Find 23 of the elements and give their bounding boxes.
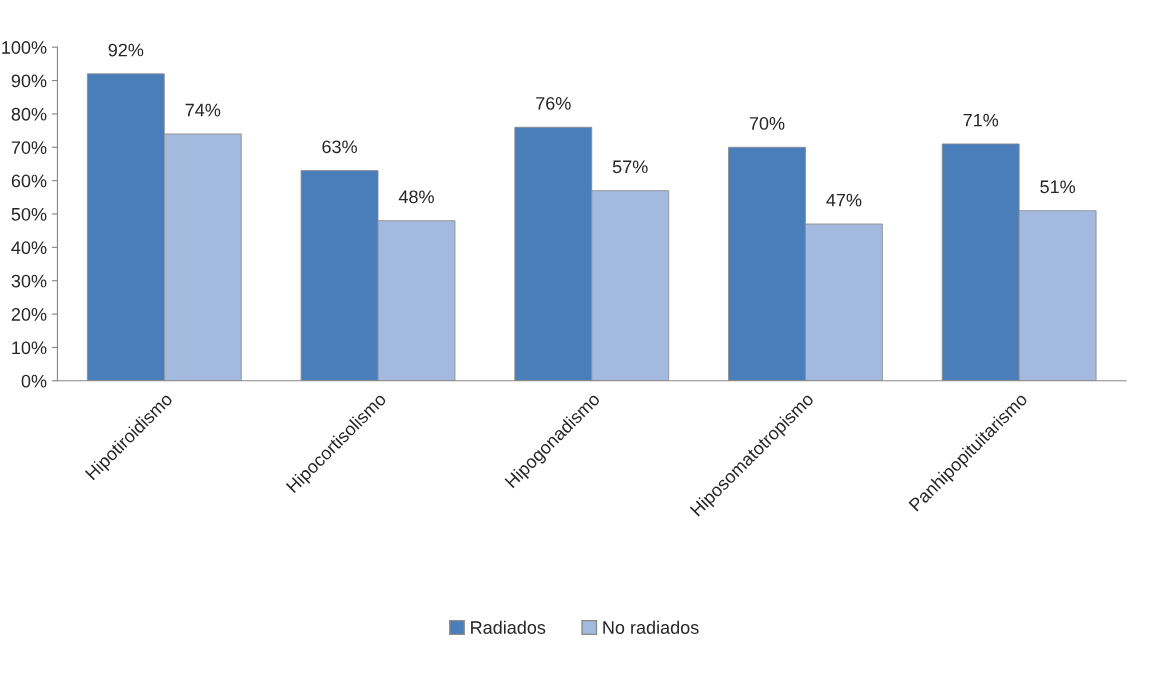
data-label: 51% [1040,180,1076,194]
legend-label: Radiados [471,620,546,634]
y-tick-label: 70% [11,141,47,154]
y-tick-label: 40% [11,241,47,255]
legend-label: No radiados [603,620,699,634]
data-label: 48% [398,190,434,204]
data-label: 74% [185,103,221,117]
data-label: 70% [749,117,785,130]
data-label: 63% [322,140,357,154]
y-tick-label: 0% [21,374,47,388]
data-label: 47% [826,193,862,207]
y-tick-label: 90% [11,74,47,88]
data-label: 57% [612,160,648,174]
data-label: 92% [108,43,144,57]
data-label: 76% [536,97,571,110]
data-label: 71% [963,113,999,127]
y-tick-label: 60% [11,174,47,188]
y-tick-label: 10% [12,341,47,355]
y-tick-label: 30% [11,274,47,288]
y-tick-label: 100% [2,41,47,54]
y-tick-label: 80% [11,107,47,121]
y-tick-label: 20% [11,308,47,321]
y-tick-label: 50% [11,207,47,221]
